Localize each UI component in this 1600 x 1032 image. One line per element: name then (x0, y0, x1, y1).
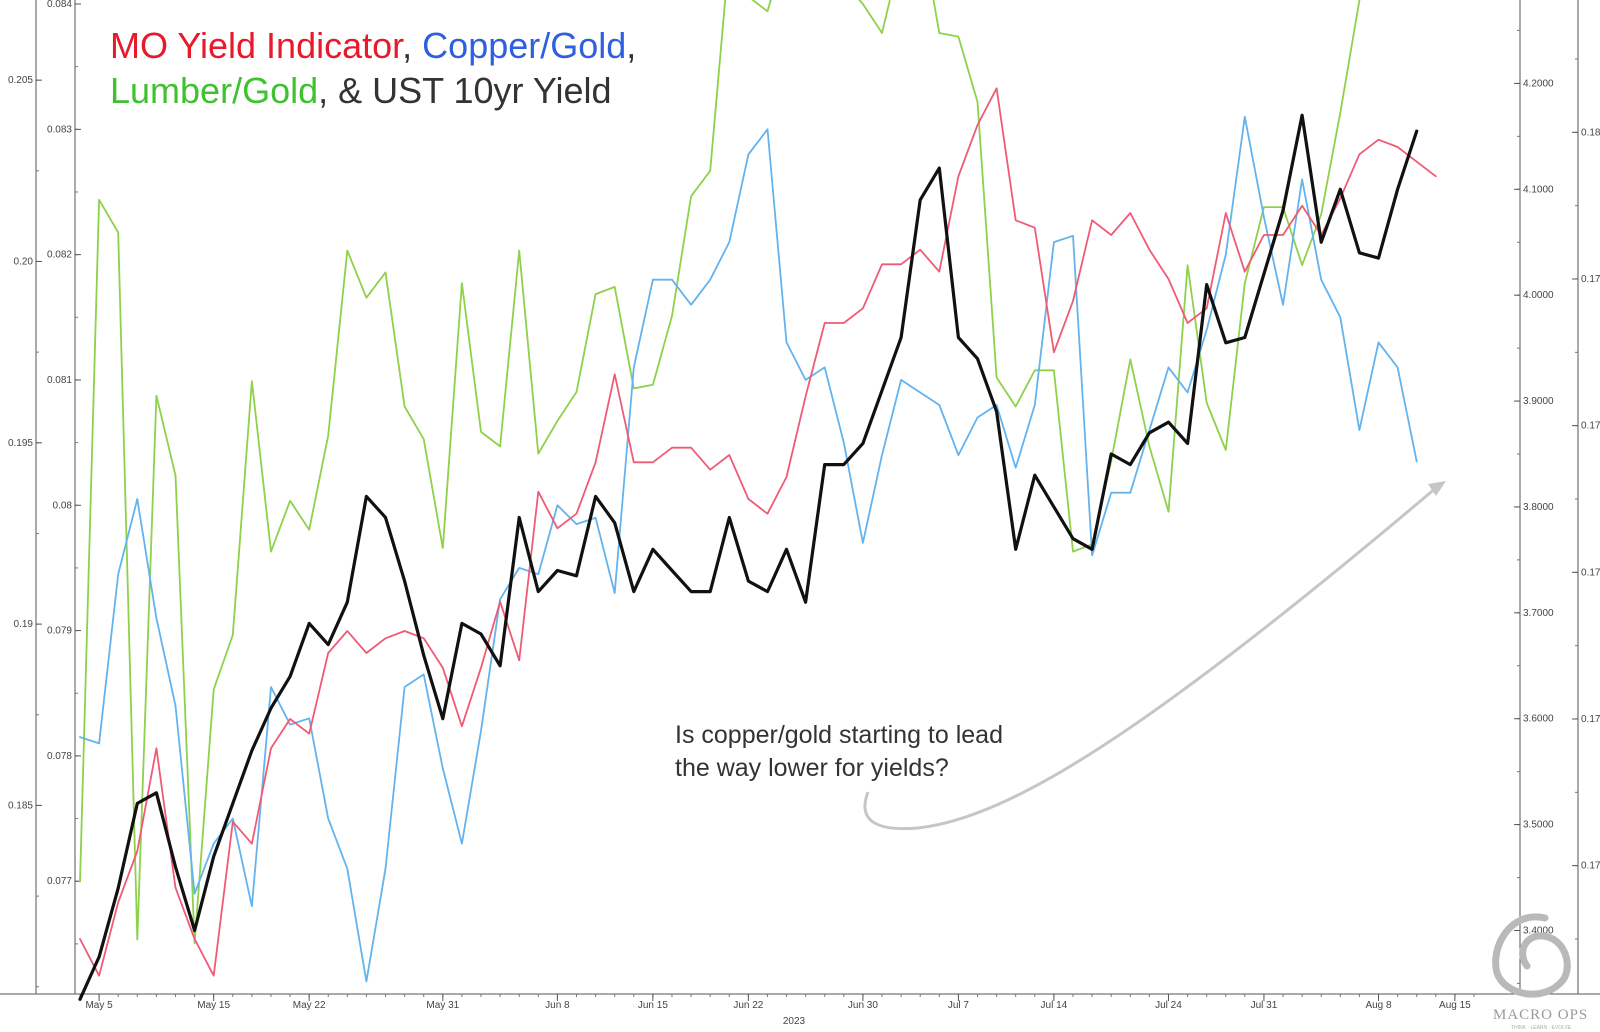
tick-label-left-inner: 0.081 (47, 375, 72, 386)
tick-label-right-inner: 3.6000 (1523, 714, 1554, 725)
title-part-lumber-gold: Lumber/Gold (110, 70, 318, 111)
title-part-copper-gold: Copper/Gold (422, 25, 626, 66)
chart-title-line1: MO Yield Indicator, Copper/Gold, (110, 25, 636, 66)
chart-title-line2: Lumber/Gold, & UST 10yr Yield (110, 70, 612, 111)
x-tick-label: Jul 31 (1251, 1000, 1278, 1011)
tick-label-right-outer: 0.18 (1581, 127, 1600, 138)
tick-label-left-outer: 0.20 (14, 256, 34, 267)
tick-label-right-inner: 3.5000 (1523, 820, 1554, 831)
annotation-arrow (863, 485, 1438, 831)
tick-label-left-inner: 0.083 (47, 124, 72, 135)
x-tick-label: Jul 7 (948, 1000, 970, 1011)
tick-label-left-outer: 0.19 (14, 619, 34, 630)
tick-label-right-outer: 0.178 (1581, 274, 1600, 285)
title-part-ust: , & UST 10yr Yield (318, 70, 611, 111)
title-part-mo-yield: MO Yield Indicator (110, 25, 404, 66)
logo-text: MACRO OPS (1493, 1007, 1588, 1023)
x-tick-label: Jun 22 (733, 1000, 763, 1011)
x-tick-label: Jul 14 (1041, 1000, 1068, 1011)
x-tick-label: May 22 (293, 1000, 326, 1011)
tick-label-left-inner: 0.078 (47, 751, 72, 762)
series-lines (78, 0, 1437, 1001)
series-line-ust-10yr-yield (78, 113, 1419, 1001)
logo-tagline: THINK · LEARN · EVOLVE (1511, 1025, 1572, 1031)
tick-label-right-outer: 0.174 (1581, 567, 1600, 578)
x-tick-label: May 5 (85, 1000, 113, 1011)
annotation-line1: Is copper/gold starting to lead (675, 721, 1003, 749)
tick-label-left-outer: 0.205 (8, 75, 33, 86)
tick-label-left-inner: 0.084 (47, 0, 72, 10)
annotation-line2: the way lower for yields? (675, 754, 949, 782)
x-tick-label: May 31 (426, 1000, 459, 1011)
x-tick-label: Jun 15 (638, 1000, 668, 1011)
tick-label-left-outer: 0.185 (8, 800, 33, 811)
tick-label-right-inner: 4.1000 (1523, 184, 1554, 195)
tick-label-left-inner: 0.082 (47, 250, 72, 261)
title-part-sep1: , (402, 25, 422, 66)
x-tick-label: May 15 (197, 1000, 230, 1011)
title-part-sep2: , (626, 25, 636, 66)
x-tick-label: Aug 8 (1365, 1000, 1392, 1011)
macro-ops-logo: MACRO OPS THINK · LEARN · EVOLVE (1492, 913, 1588, 1031)
x-tick-label: Aug 15 (1439, 1000, 1471, 1011)
annotation-arrowhead (1428, 481, 1446, 496)
tick-label-left-outer: 0.195 (8, 438, 33, 449)
x-tick-label: Jul 24 (1155, 1000, 1182, 1011)
x-axis-label: 2023 (783, 1016, 806, 1027)
tick-label-right-inner: 4.2000 (1523, 78, 1554, 89)
series-line-lumber-gold (79, 0, 1361, 945)
tick-label-right-inner: 4.0000 (1523, 290, 1554, 301)
x-tick-label: Jun 8 (545, 1000, 570, 1011)
tick-label-right-inner: 3.8000 (1523, 502, 1554, 513)
logo-swirl-icon (1492, 913, 1571, 998)
series-line-mo-yield-indicator (79, 87, 1437, 977)
series-line-copper-gold (79, 115, 1418, 983)
tick-label-right-inner: 3.9000 (1523, 396, 1554, 407)
tick-label-right-outer: 0.176 (1581, 421, 1600, 432)
tick-label-right-inner: 3.4000 (1523, 925, 1554, 936)
tick-label-right-outer: 0.172 (1581, 714, 1600, 725)
tick-label-right-inner: 3.7000 (1523, 608, 1554, 619)
tick-label-left-inner: 0.077 (47, 876, 72, 887)
x-tick-label: Jun 30 (848, 1000, 878, 1011)
tick-label-right-outer: 0.17 (1581, 861, 1600, 872)
tick-label-left-inner: 0.079 (47, 626, 72, 637)
tick-label-left-inner: 0.08 (53, 500, 73, 511)
